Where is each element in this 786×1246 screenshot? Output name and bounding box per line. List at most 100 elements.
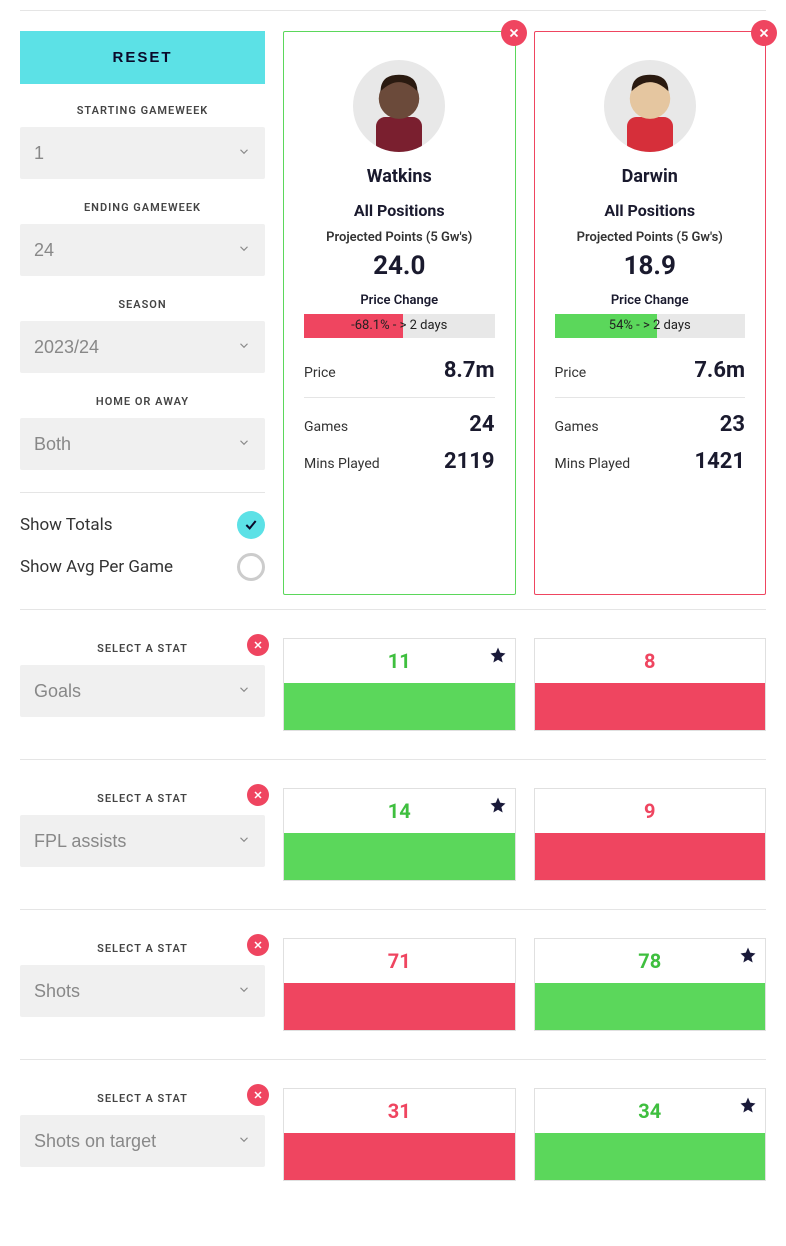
stat-row: SELECT A STAT Shots 71 78 [20,909,766,1059]
player-positions: All Positions [304,201,495,220]
select-stat-label: SELECT A STAT [20,642,265,655]
stat-select[interactable]: Shots [20,965,265,1017]
games-label: Games [555,419,599,435]
remove-stat-icon[interactable] [247,934,269,956]
star-icon [489,795,507,819]
price-change-text: -68.1% - > 2 days [304,314,495,338]
remove-stat-icon[interactable] [247,634,269,656]
player-cards: Watkins All Positions Projected Points (… [283,31,766,595]
stat-bar-cell: 71 [283,938,516,1031]
ending-gw-label: ENDING GAMEWEEK [20,201,265,214]
stat-selector: SELECT A STAT Shots on target [20,1088,265,1181]
starting-gw-select[interactable]: 1 [20,127,265,179]
remove-player-icon[interactable] [501,20,527,46]
show-avg-label: Show Avg Per Game [20,557,173,577]
mins-value: 1421 [695,449,746,474]
stat-value: 71 [283,938,516,983]
stat-bar [534,683,767,731]
stat-bar-cell: 14 [283,788,516,881]
stat-bar [283,683,516,731]
stat-bar-cell: 34 [534,1088,767,1181]
stat-bar-cell: 8 [534,638,767,731]
price-change-label: Price Change [555,293,746,308]
proj-points-value: 24.0 [304,251,495,281]
price-change-bar: 54% - > 2 days [555,314,746,338]
top-divider [20,10,766,11]
starting-gw-label: STARTING GAMEWEEK [20,104,265,117]
player-name: Watkins [304,166,495,187]
season-label: SEASON [20,298,265,311]
price-label: Price [304,365,336,381]
player-name: Darwin [555,166,746,187]
stat-value: 78 [534,938,767,983]
show-totals-radio[interactable] [237,511,265,539]
stat-bars: 31 34 [283,1088,766,1181]
stat-bar [534,1133,767,1181]
games-value: 23 [720,412,745,437]
stat-value: 31 [283,1088,516,1133]
stat-bar [283,1133,516,1181]
stat-bar-cell: 9 [534,788,767,881]
stat-value: 9 [534,788,767,833]
stat-bar [534,983,767,1031]
show-avg-radio[interactable] [237,553,265,581]
stat-bar [283,833,516,881]
sidebar: RESET STARTING GAMEWEEK 1 ENDING GAMEWEE… [20,31,265,595]
player-positions: All Positions [555,201,746,220]
proj-points-value: 18.9 [555,251,746,281]
stat-selector: SELECT A STAT Shots [20,938,265,1031]
season-select[interactable]: 2023/24 [20,321,265,373]
stat-bars: 14 9 [283,788,766,881]
remove-stat-icon[interactable] [247,784,269,806]
home-away-select[interactable]: Both [20,418,265,470]
stat-bar-cell: 78 [534,938,767,1031]
proj-points-label: Projected Points (5 Gw's) [304,230,495,245]
stat-selector: SELECT A STAT Goals [20,638,265,731]
stat-value: 34 [534,1088,767,1133]
select-stat-label: SELECT A STAT [20,942,265,955]
games-value: 24 [469,412,494,437]
stat-row: SELECT A STAT Shots on target 31 34 [20,1059,766,1209]
stat-value: 11 [283,638,516,683]
avatar [353,60,445,152]
star-icon [739,1095,757,1119]
stat-select[interactable]: FPL assists [20,815,265,867]
stat-bar [283,983,516,1031]
remove-stat-icon[interactable] [247,1084,269,1106]
main-layout: RESET STARTING GAMEWEEK 1 ENDING GAMEWEE… [20,31,766,595]
stat-select[interactable]: Goals [20,665,265,717]
stat-row: SELECT A STAT FPL assists 14 9 [20,759,766,909]
show-totals-label: Show Totals [20,515,113,535]
price-change-text: 54% - > 2 days [555,314,746,338]
stat-selector: SELECT A STAT FPL assists [20,788,265,881]
star-icon [489,645,507,669]
stat-section: SELECT A STAT Goals 11 8 [20,609,766,1209]
price-change-label: Price Change [304,293,495,308]
stat-bars: 11 8 [283,638,766,731]
select-stat-label: SELECT A STAT [20,792,265,805]
stat-bar-cell: 31 [283,1088,516,1181]
price-value: 8.7m [444,358,495,383]
stat-value: 14 [283,788,516,833]
stat-bar-cell: 11 [283,638,516,731]
ending-gw-select[interactable]: 24 [20,224,265,276]
price-label: Price [555,365,587,381]
select-stat-label: SELECT A STAT [20,1092,265,1105]
stat-row: SELECT A STAT Goals 11 8 [20,609,766,759]
games-label: Games [304,419,348,435]
player-card-0: Watkins All Positions Projected Points (… [283,31,516,595]
star-icon [739,945,757,969]
mins-value: 2119 [444,449,495,474]
home-away-label: HOME OR AWAY [20,395,265,408]
remove-player-icon[interactable] [751,20,777,46]
stat-select[interactable]: Shots on target [20,1115,265,1167]
stat-bars: 71 78 [283,938,766,1031]
mins-label: Mins Played [555,456,631,472]
reset-button[interactable]: RESET [20,31,265,84]
price-change-bar: -68.1% - > 2 days [304,314,495,338]
avatar [604,60,696,152]
price-value: 7.6m [694,358,745,383]
mins-label: Mins Played [304,456,380,472]
player-card-1: Darwin All Positions Projected Points (5… [534,31,767,595]
sidebar-divider [20,492,265,493]
